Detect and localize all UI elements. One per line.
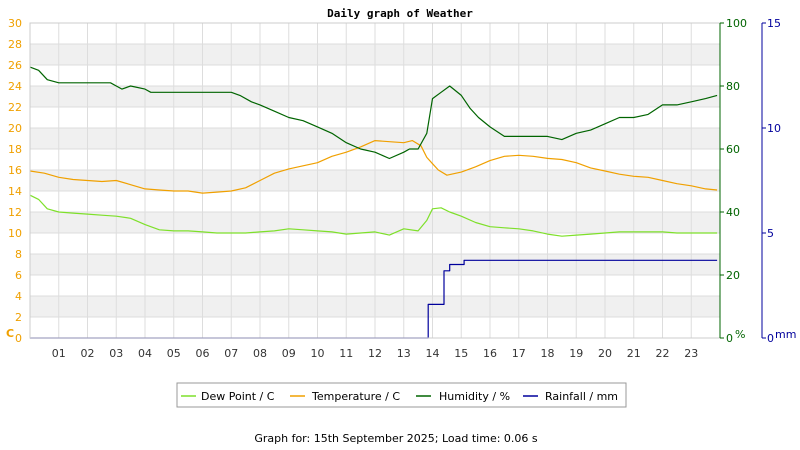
rain-tick-label: 10 bbox=[767, 122, 781, 135]
temperature-tick-label: 24 bbox=[8, 80, 22, 93]
x-tick-label: 18 bbox=[541, 347, 555, 360]
temperature-tick-label: 20 bbox=[8, 122, 22, 135]
x-tick-label: 22 bbox=[656, 347, 670, 360]
temperature-tick-label: 28 bbox=[8, 38, 22, 51]
temperature-tick-label: 8 bbox=[15, 248, 22, 261]
legend: Dew Point / C Temperature / C Humidity /… bbox=[176, 382, 627, 408]
tick-labels: 01 02 03 04 05 06 07 08 09 10 11 12 13 14 15 16 17 18 19 20… bbox=[8, 17, 781, 360]
humidity-axis-unit: % bbox=[735, 328, 745, 341]
x-tick-label: 23 bbox=[684, 347, 698, 360]
temperature-tick-label: 18 bbox=[8, 143, 22, 156]
series-line-dew-point-c bbox=[29, 194, 718, 237]
series-line-rainfall-mm bbox=[30, 259, 718, 339]
temperature-axis-unit: C bbox=[6, 327, 14, 340]
temperature-tick-label: 26 bbox=[8, 59, 22, 72]
series-line-temperature-c bbox=[29, 140, 718, 194]
temperature-tick-label: 12 bbox=[8, 206, 22, 219]
rain-axis-unit: mm bbox=[775, 328, 796, 341]
humidity-tick-label: 60 bbox=[726, 143, 740, 156]
legend-box bbox=[176, 382, 627, 408]
x-tick-label: 12 bbox=[368, 347, 382, 360]
x-tick-label: 14 bbox=[426, 347, 440, 360]
x-tick-label: 04 bbox=[138, 347, 152, 360]
x-tick-label: 05 bbox=[167, 347, 181, 360]
rain-tick-label: 0 bbox=[767, 332, 774, 345]
rain-tick-label: 15 bbox=[767, 17, 781, 30]
humidity-tick-label: 40 bbox=[726, 206, 740, 219]
humidity-tick-label: 80 bbox=[726, 80, 740, 93]
x-tick-label: 07 bbox=[224, 347, 238, 360]
x-tick-label: 02 bbox=[81, 347, 95, 360]
temperature-tick-label: 30 bbox=[8, 17, 22, 30]
legend-temperature: Temperature / C bbox=[311, 390, 400, 403]
humidity-tick-label: 100 bbox=[726, 17, 747, 30]
legend-humidity: Humidity / % bbox=[439, 390, 510, 403]
legend-dew-point: Dew Point / C bbox=[201, 390, 275, 403]
humidity-tick-label: 20 bbox=[726, 269, 740, 282]
chart-title: Daily graph of Weather bbox=[327, 7, 473, 20]
temperature-tick-label: 14 bbox=[8, 185, 22, 198]
x-tick-label: 01 bbox=[52, 347, 66, 360]
temperature-tick-label: 6 bbox=[15, 269, 22, 282]
rain-tick-label: 5 bbox=[767, 227, 774, 240]
temperature-tick-label: 4 bbox=[15, 290, 22, 303]
x-tick-label: 15 bbox=[454, 347, 468, 360]
temperature-tick-label: 22 bbox=[8, 101, 22, 114]
series-lines bbox=[29, 66, 718, 339]
series-line-humidity bbox=[29, 66, 718, 160]
humidity-tick-label: 0 bbox=[726, 332, 733, 345]
graph-footer: Graph for: 15th September 2025; Load tim… bbox=[254, 432, 538, 445]
x-tick-label: 21 bbox=[627, 347, 641, 360]
x-tick-label: 17 bbox=[512, 347, 526, 360]
x-tick-label: 16 bbox=[483, 347, 497, 360]
x-tick-label: 19 bbox=[569, 347, 583, 360]
temperature-tick-label: 0 bbox=[15, 332, 22, 345]
legend-rainfall: Rainfall / mm bbox=[545, 390, 618, 403]
x-tick-label: 20 bbox=[598, 347, 612, 360]
x-tick-label: 09 bbox=[282, 347, 296, 360]
temperature-tick-label: 2 bbox=[15, 311, 22, 324]
x-tick-label: 11 bbox=[339, 347, 353, 360]
x-tick-label: 03 bbox=[109, 347, 123, 360]
temperature-tick-label: 10 bbox=[8, 227, 22, 240]
x-tick-label: 08 bbox=[253, 347, 267, 360]
x-tick-label: 13 bbox=[397, 347, 411, 360]
x-tick-label: 10 bbox=[311, 347, 325, 360]
x-tick-label: 06 bbox=[196, 347, 210, 360]
temperature-tick-label: 16 bbox=[8, 164, 22, 177]
